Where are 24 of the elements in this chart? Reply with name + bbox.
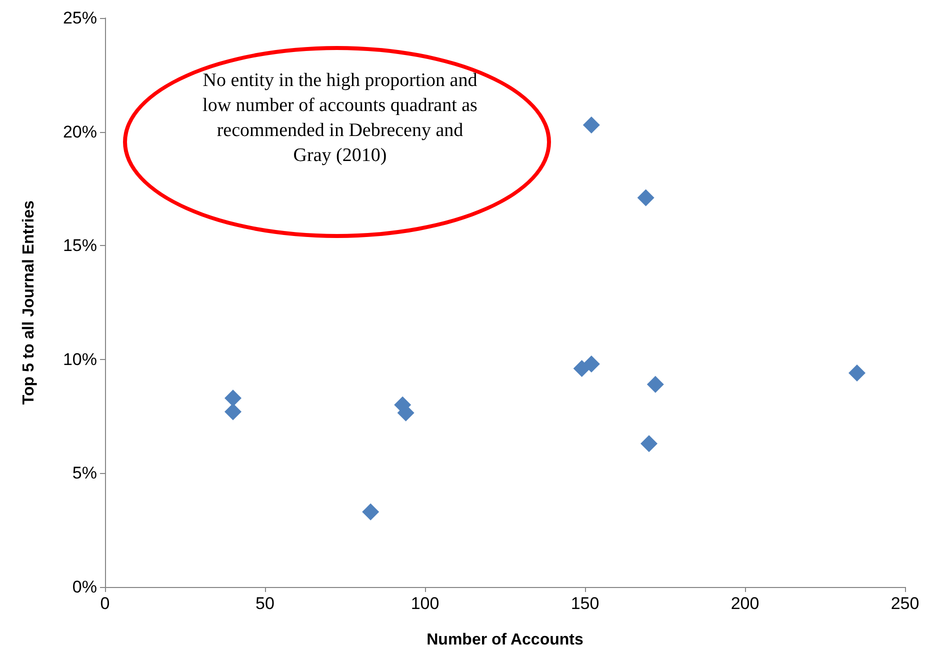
point <box>224 390 242 407</box>
point <box>224 403 242 420</box>
y-tick-label: 25% <box>62 8 97 28</box>
y-tick-label: 5% <box>72 464 97 483</box>
y-tick-label: 15% <box>62 236 97 256</box>
point <box>582 355 600 372</box>
x-tick-label: 0 <box>100 594 110 613</box>
x-tick-label: 250 <box>890 594 920 613</box>
point <box>637 189 654 206</box>
y-tick-label: 0% <box>72 578 97 596</box>
point <box>640 435 658 452</box>
point <box>848 364 866 382</box>
y-tick-label: 10% <box>62 350 97 369</box>
x-axis-title: Number of Accounts <box>426 632 584 648</box>
x-tick-label: 150 <box>570 594 600 613</box>
point <box>362 503 380 520</box>
point <box>646 376 664 393</box>
y-axis-title: Top 5 to all Journal Entries <box>20 200 38 405</box>
x-tick-label: 50 <box>256 594 274 613</box>
annotation: No entity in the high proportion and low number of accounts quadrant as recommended in Debreceny and Gray (2010) <box>202 69 478 168</box>
x-tick-label: 100 <box>410 594 440 613</box>
y-tick-label: 20% <box>62 122 97 142</box>
point <box>582 116 600 134</box>
x-tick-label: 200 <box>730 594 760 613</box>
